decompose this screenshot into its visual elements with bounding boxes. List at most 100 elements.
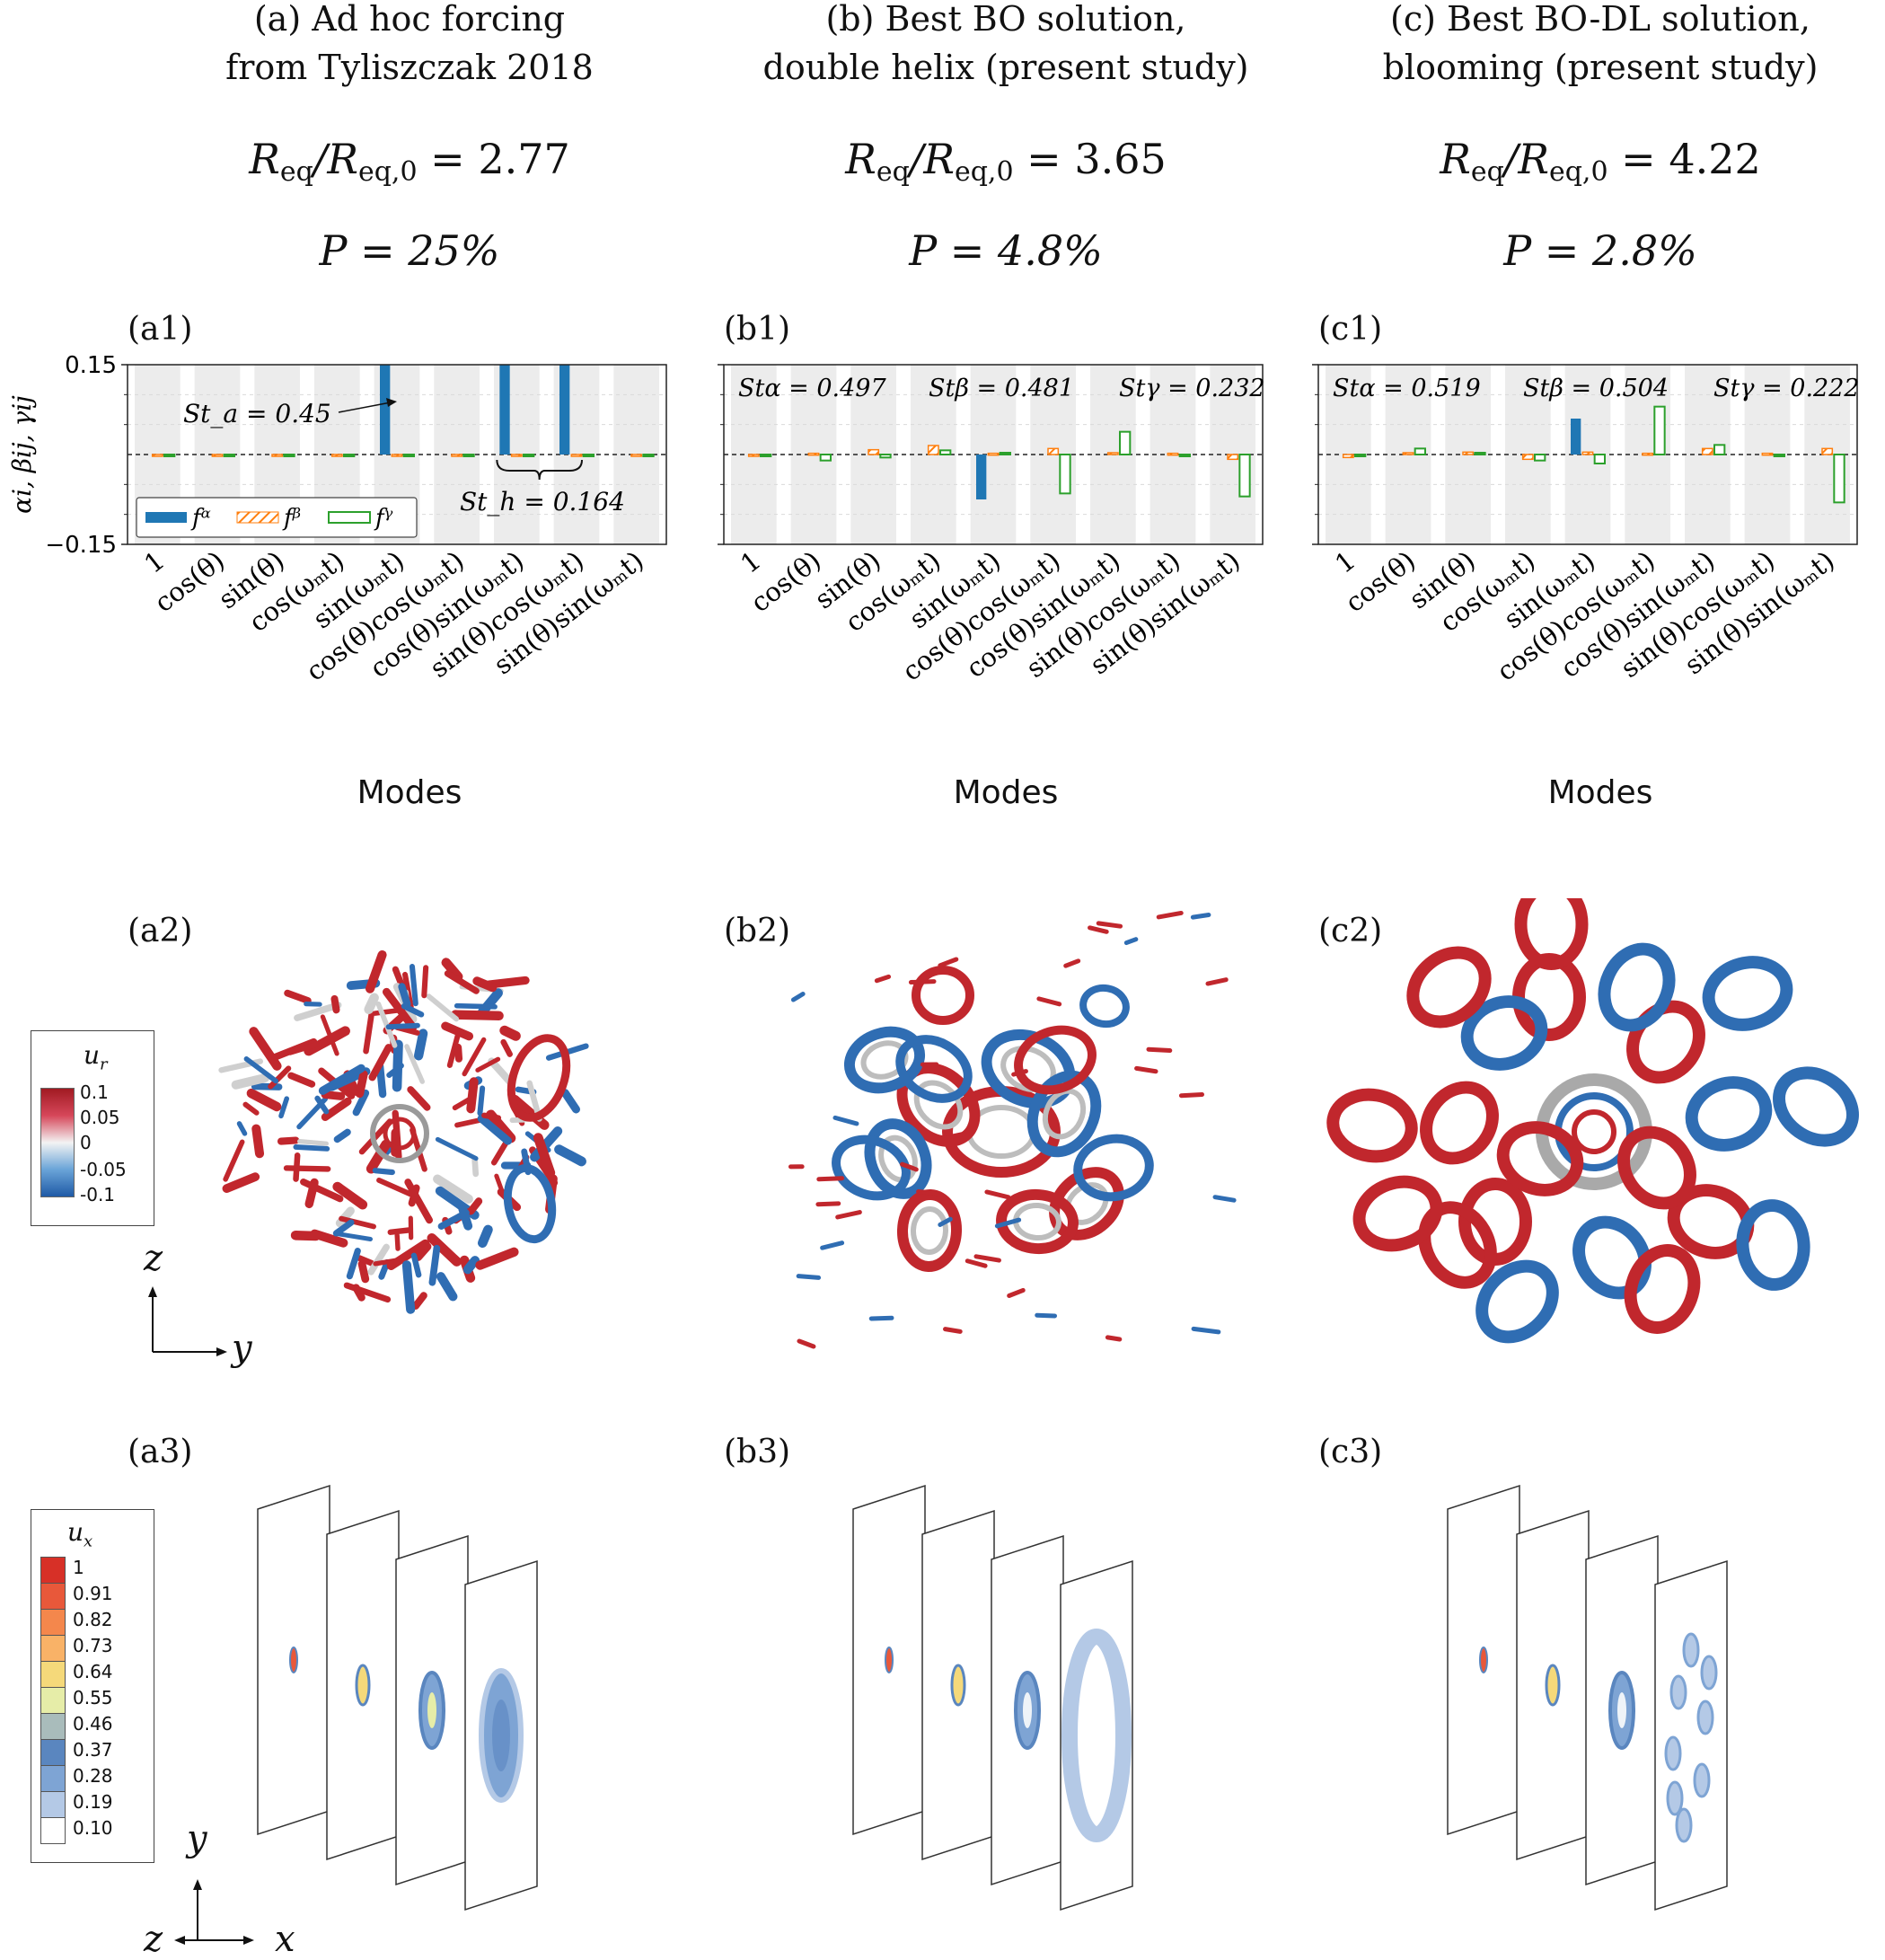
- jet-branch: [1698, 1701, 1713, 1734]
- vortex-fragment: [987, 1192, 1009, 1197]
- axis-label-y3: y: [187, 1818, 207, 1859]
- vortex-filament: [286, 1168, 328, 1169]
- vortex-fragment: [911, 982, 934, 983]
- bar-gamma: [584, 455, 594, 456]
- legend-label-gamma: fᵞ: [374, 505, 393, 532]
- req-symbol: R: [1440, 135, 1471, 183]
- jet-spread-core: [492, 1700, 510, 1771]
- vortex-filament: [295, 1147, 327, 1149]
- axis-label-z: z: [144, 1238, 163, 1279]
- vortex-ring: [916, 970, 970, 1020]
- bar-beta: [332, 455, 342, 456]
- col-b-xlabel: Modes: [709, 774, 1302, 811]
- vortex-filament: [245, 1105, 256, 1113]
- bar-beta: [571, 455, 581, 456]
- vortex-filament: [471, 1082, 473, 1108]
- vortex-ring: [912, 1208, 947, 1252]
- vortex-filament: [287, 993, 308, 1001]
- col-a-req-ratio: Req/Req,0 = 2.77: [113, 135, 706, 188]
- vortex-filament: [497, 1176, 501, 1189]
- bar-beta: [392, 455, 401, 456]
- jet-branch: [1695, 1764, 1709, 1797]
- bar-gamma: [1239, 455, 1249, 497]
- bar-gamma: [164, 455, 174, 456]
- vortex-isosurface-panels: [0, 898, 1885, 1401]
- vortex-fragment: [835, 1117, 857, 1124]
- x-tick-label: cos(θ): [1340, 545, 1422, 618]
- axis-label-z3: z: [144, 1919, 163, 1960]
- bar-gamma: [1775, 455, 1784, 456]
- vortex-fragment: [1098, 923, 1120, 926]
- req-symbol: R: [249, 135, 280, 183]
- bar-alpha: [559, 365, 569, 455]
- vortex-fragment: [838, 1213, 860, 1217]
- jet-core: [952, 1665, 965, 1705]
- vortex-filament: [370, 955, 382, 989]
- legend-label-beta: fᵝ: [282, 505, 301, 532]
- bar-beta: [1228, 455, 1238, 459]
- vortex-filament: [389, 1026, 418, 1027]
- annotation-strouhal: Stα = 0.497: [738, 375, 886, 402]
- vortex-filament: [471, 1201, 479, 1211]
- vortex-filament: [369, 998, 374, 1010]
- bar-gamma: [1000, 453, 1010, 455]
- vortex-fragment: [1126, 940, 1136, 943]
- vortex-fragment: [1215, 1197, 1234, 1200]
- vortex-filament: [477, 981, 492, 987]
- bar-gamma: [1180, 455, 1190, 456]
- bar-beta: [452, 455, 462, 456]
- x-tick-label: cos(θ): [745, 545, 827, 618]
- jet-branch: [1668, 1782, 1682, 1814]
- vortex-filament: [375, 1170, 392, 1172]
- vortex-filament: [359, 1074, 364, 1093]
- req0-sub: eq,0: [1549, 156, 1608, 188]
- vortex-filament: [366, 1013, 372, 1051]
- vortex-filament: [300, 1142, 327, 1144]
- jet-branch: [1671, 1676, 1686, 1708]
- vortex-filament: [391, 1230, 410, 1232]
- annotation-st-a: St_a = 0.45: [183, 399, 331, 428]
- vortex-filament: [441, 1276, 453, 1296]
- vortex-fragment: [940, 959, 956, 966]
- bar-gamma: [1834, 455, 1844, 502]
- jet-branch: [1702, 1656, 1716, 1689]
- vortex-filament: [504, 1042, 510, 1054]
- vortex-fragment: [1037, 1315, 1055, 1316]
- vortex-fragment: [952, 1134, 965, 1136]
- vortex-filament: [380, 1066, 383, 1094]
- bar-gamma: [821, 455, 831, 461]
- vortex-filament: [428, 996, 456, 1019]
- vortex-fragment: [1149, 1049, 1170, 1050]
- vortex-filament: [256, 1129, 260, 1154]
- col-c-req-ratio: Req/Req,0 = 4.22: [1304, 135, 1885, 188]
- bar-beta: [153, 455, 163, 456]
- bar-gamma: [1654, 407, 1664, 455]
- jet-core: [357, 1665, 369, 1705]
- vortex-filament: [295, 1235, 315, 1236]
- vortex-ring: [1519, 959, 1580, 1035]
- jet-core: [885, 1647, 893, 1673]
- vortex-ring: [1740, 1203, 1807, 1287]
- req-symbol: R: [1518, 135, 1549, 183]
- bar-beta: [929, 446, 938, 455]
- vortex-filament: [296, 1155, 298, 1179]
- vortex-filament: [347, 1285, 387, 1300]
- bar-gamma: [404, 455, 414, 456]
- bar-gamma: [643, 455, 653, 456]
- vortex-fragment: [1009, 1290, 1024, 1295]
- bar-gamma: [344, 455, 354, 456]
- vortex-fragment: [1208, 980, 1226, 984]
- vortex-filament: [424, 967, 426, 995]
- vortex-fragment: [1039, 999, 1060, 1004]
- req-symbol: R: [923, 135, 955, 183]
- bar-gamma: [940, 450, 950, 455]
- bar-beta: [1523, 455, 1533, 459]
- bar-beta: [1403, 453, 1413, 455]
- col-c-title-line1: (c) Best BO-DL solution,: [1304, 0, 1885, 43]
- req0-sub: eq,0: [358, 156, 418, 188]
- vortex-filament: [397, 1235, 398, 1249]
- bar-gamma: [761, 455, 771, 456]
- jet-core: [290, 1647, 297, 1673]
- vortex-fragment: [818, 1204, 839, 1205]
- vortex-fragment: [1158, 913, 1181, 916]
